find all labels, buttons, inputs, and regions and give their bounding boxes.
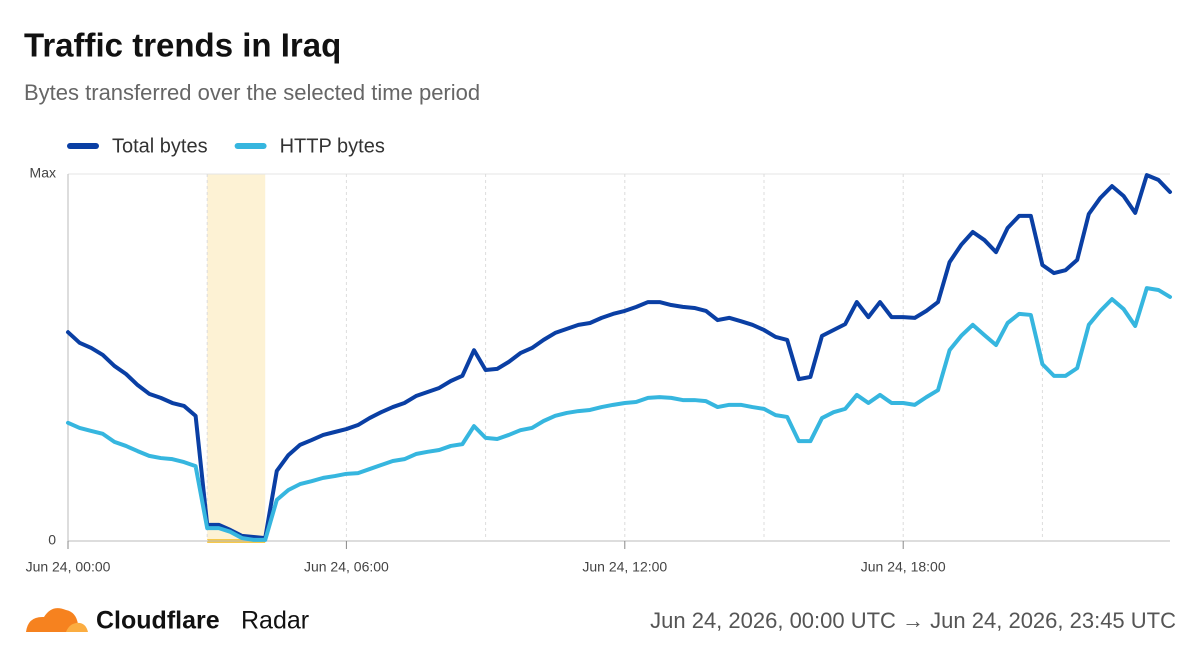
y-tick-label: Max <box>30 165 56 181</box>
highlight-band <box>207 174 266 541</box>
x-tick-label: Jun 24, 12:00 <box>582 559 667 575</box>
series-line <box>66 286 1172 542</box>
product: Radar <box>241 607 309 635</box>
legend-label: HTTP bytes <box>280 135 385 157</box>
legend-label: Total bytes <box>112 135 208 157</box>
chart-title: Traffic trends in Iraq <box>24 27 341 64</box>
x-tick-label: Jun 24, 00:00 <box>26 559 111 575</box>
series-line <box>66 173 1172 541</box>
x-tick-label: Jun 24, 18:00 <box>861 559 946 575</box>
date-range: Jun 24, 2026, 00:00 UTC → Jun 24, 2026, … <box>650 608 1176 633</box>
x-tick-label: Jun 24, 06:00 <box>304 559 389 575</box>
chart-subtitle: Bytes transferred over the selected time… <box>24 80 480 105</box>
logo <box>26 608 88 632</box>
brand: Cloudflare <box>96 607 220 635</box>
logo-cloud-small <box>66 622 88 632</box>
y-tick-label: 0 <box>48 532 56 548</box>
